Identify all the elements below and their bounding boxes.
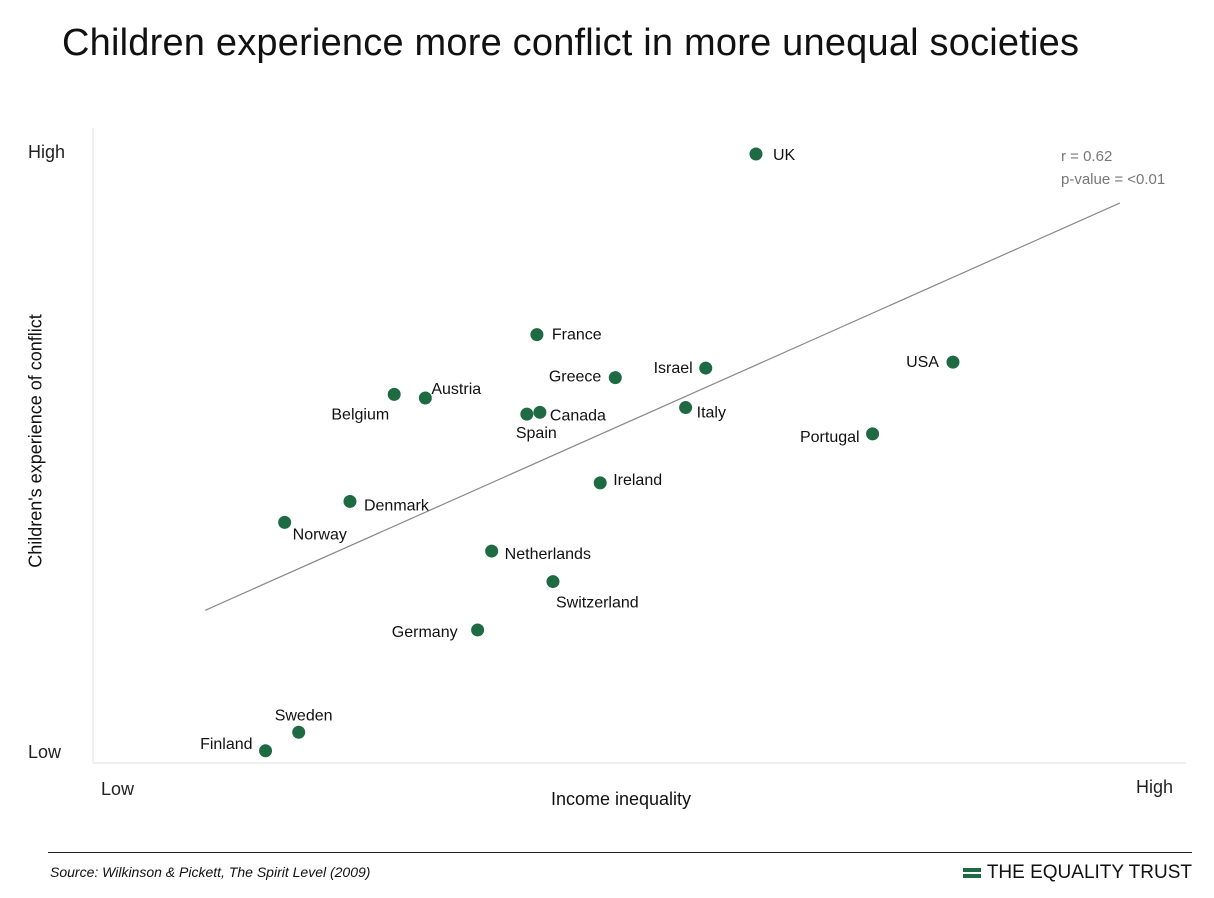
brand: THE EQUALITY TRUST: [962, 862, 1192, 884]
data-point-usa: [946, 355, 960, 369]
point-label-israel: Israel: [654, 360, 693, 377]
data-point-greece: [608, 371, 622, 385]
data-point-portugal: [866, 427, 880, 441]
point-label-uk: UK: [773, 147, 796, 164]
brand-name: THE EQUALITY TRUST: [986, 862, 1192, 883]
data-point-finland: [259, 744, 273, 758]
point-label-greece: Greece: [549, 369, 602, 386]
point-label-switzerland: Switzerland: [556, 595, 639, 612]
point-label-netherlands: Netherlands: [505, 546, 591, 563]
point-label-belgium: Belgium: [331, 406, 389, 423]
chart-title: Children experience more conflict in mor…: [62, 22, 1080, 64]
data-point-netherlands: [485, 544, 499, 558]
footer-divider: [48, 852, 1192, 853]
point-label-austria: Austria: [431, 381, 481, 398]
point-label-italy: Italy: [697, 405, 726, 422]
y-axis-label: Children's experience of conflict: [25, 314, 46, 568]
data-point-france: [530, 328, 544, 342]
p-value-annotation: p-value = <0.01: [1061, 171, 1166, 188]
y-tick-low: Low: [28, 742, 62, 762]
data-point-belgium: [387, 387, 401, 401]
source-note: Source: Wilkinson & Pickett, The Spirit …: [50, 864, 371, 880]
point-label-france: France: [552, 327, 602, 344]
correlation-annotation: r = 0.62: [1061, 148, 1113, 165]
point-label-ireland: Ireland: [613, 472, 662, 489]
y-tick-high: High: [28, 142, 66, 162]
point-label-spain: Spain: [516, 425, 557, 442]
data-point-austria: [418, 391, 432, 405]
point-label-usa: USA: [906, 354, 939, 371]
data-point-denmark: [343, 494, 357, 508]
x-tick-high: High: [1136, 777, 1174, 797]
x-axis-label: Income inequality: [550, 789, 692, 809]
data-point-ireland: [593, 476, 607, 490]
point-label-canada: Canada: [550, 407, 606, 424]
data-point-italy: [679, 401, 693, 415]
x-tick-low: Low: [101, 779, 135, 799]
data-point-sweden: [292, 725, 306, 739]
data-point-spain: [520, 407, 534, 421]
trend-line: [205, 202, 1121, 611]
point-label-sweden: Sweden: [275, 707, 333, 724]
data-points: UK France Israel USA Greece Austria Belgium Can…: [200, 147, 960, 758]
point-label-finland: Finland: [200, 736, 252, 753]
point-label-norway: Norway: [293, 526, 347, 543]
data-point-germany: [471, 623, 485, 637]
data-point-uk: [749, 147, 763, 161]
point-label-germany: Germany: [392, 624, 458, 641]
equality-trust-logo-icon: [962, 867, 981, 879]
point-label-denmark: Denmark: [364, 497, 430, 514]
data-point-switzerland: [546, 575, 560, 589]
point-label-portugal: Portugal: [800, 429, 860, 446]
data-point-norway: [278, 515, 292, 529]
data-point-canada: [533, 405, 547, 419]
data-point-israel: [699, 361, 713, 375]
